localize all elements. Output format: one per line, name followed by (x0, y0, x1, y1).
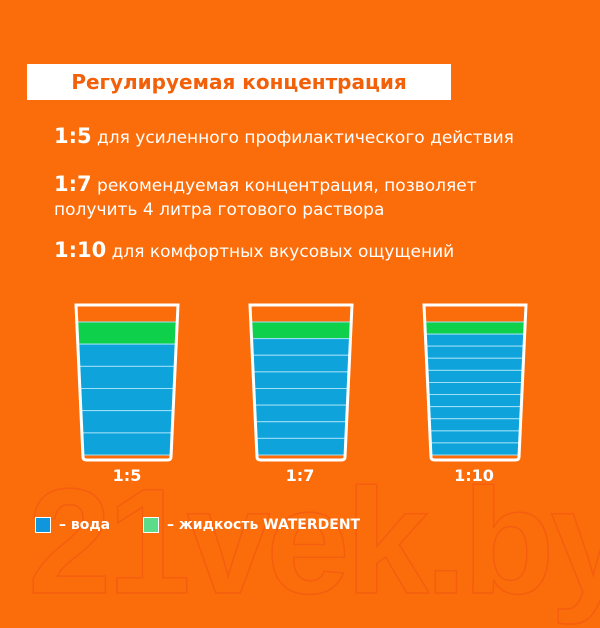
liquid-swatch (143, 517, 159, 533)
water-layer (428, 418, 522, 432)
liquid-layer (76, 321, 178, 345)
glass-label: 1:10 (454, 466, 494, 485)
glass-outline (248, 303, 354, 462)
legend-water: – вода (35, 517, 110, 533)
line-1-7: 1:7 рекомендуемая концентрация, позволяе… (54, 172, 477, 220)
water-layer (254, 404, 348, 423)
line-1-5: 1:5 для усиленного профилактического дей… (54, 124, 514, 148)
water-layer (429, 442, 521, 456)
glass-label: 1:5 (112, 466, 142, 485)
water-layer (427, 394, 523, 408)
water-layer (427, 381, 523, 396)
glasses-diagram (74, 303, 528, 462)
glass-label: 1:7 (285, 466, 315, 485)
water-layer (252, 371, 350, 389)
glass-outline (422, 303, 528, 462)
water-layer (424, 333, 526, 347)
glass-outline (74, 303, 180, 462)
water-layer (81, 432, 173, 456)
water-layer (79, 388, 175, 412)
water-layer (251, 338, 351, 356)
water-layer (77, 343, 177, 367)
line-1-10: 1:10 для комфортных вкусовых ощущений (54, 238, 455, 262)
water-layer (78, 365, 176, 389)
water-layer (425, 357, 525, 371)
water-layer (255, 437, 347, 456)
water-layer (426, 369, 524, 383)
water-layer (80, 410, 174, 434)
water-layer (425, 345, 525, 359)
water-layer (253, 388, 349, 406)
page-title: Регулируемая концентрация (27, 64, 451, 100)
water-layer (254, 421, 348, 439)
water-layer (251, 354, 351, 373)
watermark: 21vek.by (27, 456, 600, 626)
liquid-layer (424, 321, 526, 335)
glass (248, 303, 354, 462)
legend-liquid: – жидкость WATERDENT (143, 517, 360, 533)
glass (422, 303, 528, 462)
water-layer (429, 430, 521, 444)
water-layer (428, 406, 522, 420)
water-swatch (35, 517, 51, 533)
glass (74, 303, 180, 462)
liquid-layer (250, 321, 352, 340)
